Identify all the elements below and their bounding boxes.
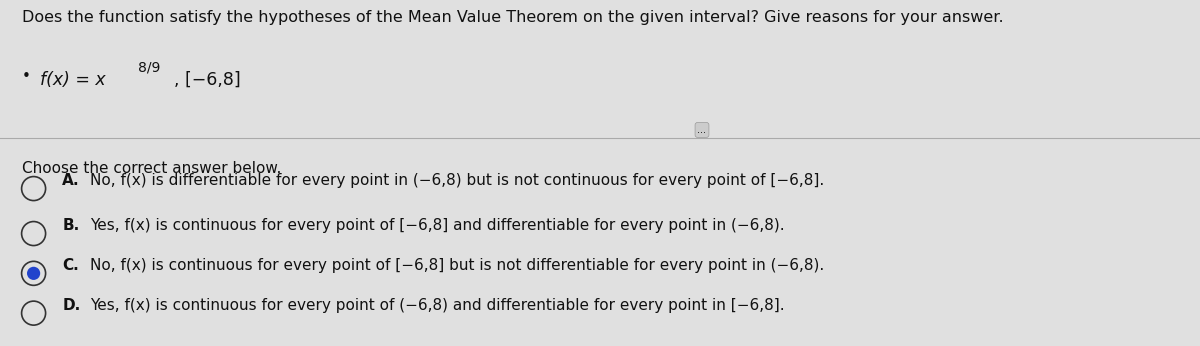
Text: 8/9: 8/9 bbox=[138, 61, 161, 74]
Text: Yes, f(x) is continuous for every point of [−6,8] and differentiable for every p: Yes, f(x) is continuous for every point … bbox=[90, 218, 785, 233]
Text: , [−6,8]: , [−6,8] bbox=[174, 71, 241, 89]
Text: No, f(x) is differentiable for every point in (−6,8) but is not continuous for e: No, f(x) is differentiable for every poi… bbox=[90, 173, 824, 188]
Text: •: • bbox=[22, 69, 30, 84]
Text: B.: B. bbox=[62, 218, 79, 233]
Text: Does the function satisfy the hypotheses of the Mean Value Theorem on the given : Does the function satisfy the hypotheses… bbox=[22, 10, 1003, 25]
Text: C.: C. bbox=[62, 258, 79, 273]
Text: No, f(x) is continuous for every point of [−6,8] but is not differentiable for e: No, f(x) is continuous for every point o… bbox=[90, 258, 824, 273]
Text: D.: D. bbox=[62, 298, 80, 312]
Ellipse shape bbox=[28, 267, 41, 280]
Text: Choose the correct answer below.: Choose the correct answer below. bbox=[22, 161, 281, 176]
Text: A.: A. bbox=[62, 173, 80, 188]
Text: Yes, f(x) is continuous for every point of (−6,8) and differentiable for every p: Yes, f(x) is continuous for every point … bbox=[90, 298, 785, 312]
Text: f(x) = x: f(x) = x bbox=[40, 71, 106, 89]
Text: ...: ... bbox=[697, 125, 707, 135]
